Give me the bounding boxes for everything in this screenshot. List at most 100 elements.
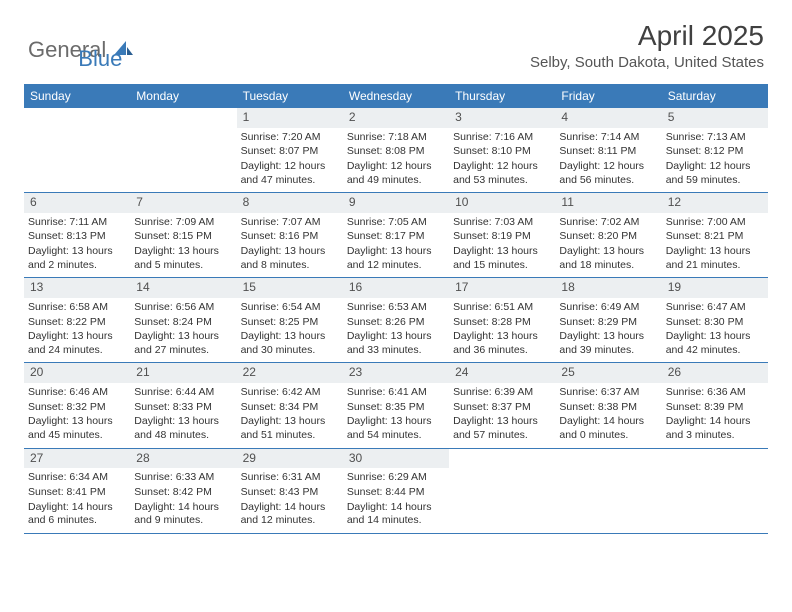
daylight-text: Daylight: 13 hours and 42 minutes. [666, 330, 764, 357]
day-header: Monday [130, 84, 236, 108]
day-number: 2 [343, 108, 449, 128]
sunrise-text: Sunrise: 6:51 AM [453, 301, 551, 315]
day-cell [449, 449, 555, 533]
sunset-text: Sunset: 8:17 PM [347, 230, 445, 244]
daylight-text: Daylight: 14 hours and 9 minutes. [134, 501, 232, 528]
page-title: April 2025 [530, 20, 764, 52]
sunset-text: Sunset: 8:15 PM [134, 230, 232, 244]
day-cell [555, 449, 661, 533]
weeks-container: 1Sunrise: 7:20 AMSunset: 8:07 PMDaylight… [24, 108, 768, 534]
sunset-text: Sunset: 8:32 PM [28, 401, 126, 415]
sunset-text: Sunset: 8:37 PM [453, 401, 551, 415]
daylight-text: Daylight: 12 hours and 56 minutes. [559, 160, 657, 187]
sunset-text: Sunset: 8:20 PM [559, 230, 657, 244]
daylight-text: Daylight: 13 hours and 24 minutes. [28, 330, 126, 357]
day-cell: 10Sunrise: 7:03 AMSunset: 8:19 PMDayligh… [449, 193, 555, 277]
sunrise-text: Sunrise: 6:47 AM [666, 301, 764, 315]
day-number: 12 [662, 193, 768, 213]
day-number: 23 [343, 363, 449, 383]
sunrise-text: Sunrise: 6:53 AM [347, 301, 445, 315]
sunset-text: Sunset: 8:07 PM [241, 145, 339, 159]
daylight-text: Daylight: 12 hours and 49 minutes. [347, 160, 445, 187]
sunrise-text: Sunrise: 6:39 AM [453, 386, 551, 400]
day-number: 28 [130, 449, 236, 469]
sunrise-text: Sunrise: 7:20 AM [241, 131, 339, 145]
day-header: Friday [555, 84, 661, 108]
day-header-row: SundayMondayTuesdayWednesdayThursdayFrid… [24, 84, 768, 108]
daylight-text: Daylight: 13 hours and 45 minutes. [28, 415, 126, 442]
day-number: 6 [24, 193, 130, 213]
sunset-text: Sunset: 8:43 PM [241, 486, 339, 500]
week-row: 1Sunrise: 7:20 AMSunset: 8:07 PMDaylight… [24, 108, 768, 193]
sunrise-text: Sunrise: 6:56 AM [134, 301, 232, 315]
day-cell: 24Sunrise: 6:39 AMSunset: 8:37 PMDayligh… [449, 363, 555, 447]
day-cell: 15Sunrise: 6:54 AMSunset: 8:25 PMDayligh… [237, 278, 343, 362]
sunset-text: Sunset: 8:12 PM [666, 145, 764, 159]
day-cell: 16Sunrise: 6:53 AMSunset: 8:26 PMDayligh… [343, 278, 449, 362]
day-number: 27 [24, 449, 130, 469]
sunrise-text: Sunrise: 6:36 AM [666, 386, 764, 400]
day-cell: 7Sunrise: 7:09 AMSunset: 8:15 PMDaylight… [130, 193, 236, 277]
sunset-text: Sunset: 8:08 PM [347, 145, 445, 159]
sunrise-text: Sunrise: 6:31 AM [241, 471, 339, 485]
day-number: 14 [130, 278, 236, 298]
daylight-text: Daylight: 13 hours and 36 minutes. [453, 330, 551, 357]
day-header: Tuesday [237, 84, 343, 108]
day-number: 26 [662, 363, 768, 383]
day-cell: 5 Sunrise: 7:13 AMSunset: 8:12 PMDaylight… [662, 108, 768, 192]
day-number [662, 449, 768, 469]
sunset-text: Sunset: 8:30 PM [666, 316, 764, 330]
day-number: 5 [662, 108, 768, 128]
day-cell [662, 449, 768, 533]
day-number: 15 [237, 278, 343, 298]
daylight-text: Daylight: 13 hours and 21 minutes. [666, 245, 764, 272]
day-cell: 28Sunrise: 6:33 AMSunset: 8:42 PMDayligh… [130, 449, 236, 533]
daylight-text: Daylight: 13 hours and 27 minutes. [134, 330, 232, 357]
day-cell: 13Sunrise: 6:58 AMSunset: 8:22 PMDayligh… [24, 278, 130, 362]
day-number: 3 [449, 108, 555, 128]
sunset-text: Sunset: 8:21 PM [666, 230, 764, 244]
sunset-text: Sunset: 8:24 PM [134, 316, 232, 330]
day-header: Wednesday [343, 84, 449, 108]
sunrise-text: Sunrise: 7:13 AM [666, 131, 764, 145]
day-cell: 8Sunrise: 7:07 AMSunset: 8:16 PMDaylight… [237, 193, 343, 277]
day-cell: 11Sunrise: 7:02 AMSunset: 8:20 PMDayligh… [555, 193, 661, 277]
day-number: 9 [343, 193, 449, 213]
day-number: 7 [130, 193, 236, 213]
week-row: 27Sunrise: 6:34 AMSunset: 8:41 PMDayligh… [24, 449, 768, 534]
day-cell: 6Sunrise: 7:11 AMSunset: 8:13 PMDaylight… [24, 193, 130, 277]
day-cell [24, 108, 130, 192]
sunset-text: Sunset: 8:25 PM [241, 316, 339, 330]
day-cell: 12Sunrise: 7:00 AMSunset: 8:21 PMDayligh… [662, 193, 768, 277]
daylight-text: Daylight: 12 hours and 59 minutes. [666, 160, 764, 187]
sunset-text: Sunset: 8:10 PM [453, 145, 551, 159]
day-cell: 22Sunrise: 6:42 AMSunset: 8:34 PMDayligh… [237, 363, 343, 447]
day-cell: 19Sunrise: 6:47 AMSunset: 8:30 PMDayligh… [662, 278, 768, 362]
calendar: SundayMondayTuesdayWednesdayThursdayFrid… [24, 84, 768, 534]
day-number [449, 449, 555, 469]
day-number: 30 [343, 449, 449, 469]
daylight-text: Daylight: 14 hours and 0 minutes. [559, 415, 657, 442]
day-number: 17 [449, 278, 555, 298]
logo-text-blue: Blue [78, 46, 122, 72]
sunrise-text: Sunrise: 7:03 AM [453, 216, 551, 230]
daylight-text: Daylight: 13 hours and 30 minutes. [241, 330, 339, 357]
day-number: 1 [237, 108, 343, 128]
sunrise-text: Sunrise: 6:49 AM [559, 301, 657, 315]
day-cell: 2Sunrise: 7:18 AMSunset: 8:08 PMDaylight… [343, 108, 449, 192]
day-cell: 1 Sunrise: 7:20 AMSunset: 8:07 PMDaylight… [237, 108, 343, 192]
daylight-text: Daylight: 14 hours and 12 minutes. [241, 501, 339, 528]
daylight-text: Daylight: 13 hours and 39 minutes. [559, 330, 657, 357]
sunset-text: Sunset: 8:26 PM [347, 316, 445, 330]
sunrise-text: Sunrise: 6:29 AM [347, 471, 445, 485]
sunset-text: Sunset: 8:22 PM [28, 316, 126, 330]
daylight-text: Daylight: 12 hours and 47 minutes. [241, 160, 339, 187]
daylight-text: Daylight: 13 hours and 57 minutes. [453, 415, 551, 442]
sunrise-text: Sunrise: 6:34 AM [28, 471, 126, 485]
day-number: 16 [343, 278, 449, 298]
day-cell: 23Sunrise: 6:41 AMSunset: 8:35 PMDayligh… [343, 363, 449, 447]
daylight-text: Daylight: 12 hours and 53 minutes. [453, 160, 551, 187]
sunrise-text: Sunrise: 7:16 AM [453, 131, 551, 145]
sunrise-text: Sunrise: 6:41 AM [347, 386, 445, 400]
week-row: 20Sunrise: 6:46 AMSunset: 8:32 PMDayligh… [24, 363, 768, 448]
